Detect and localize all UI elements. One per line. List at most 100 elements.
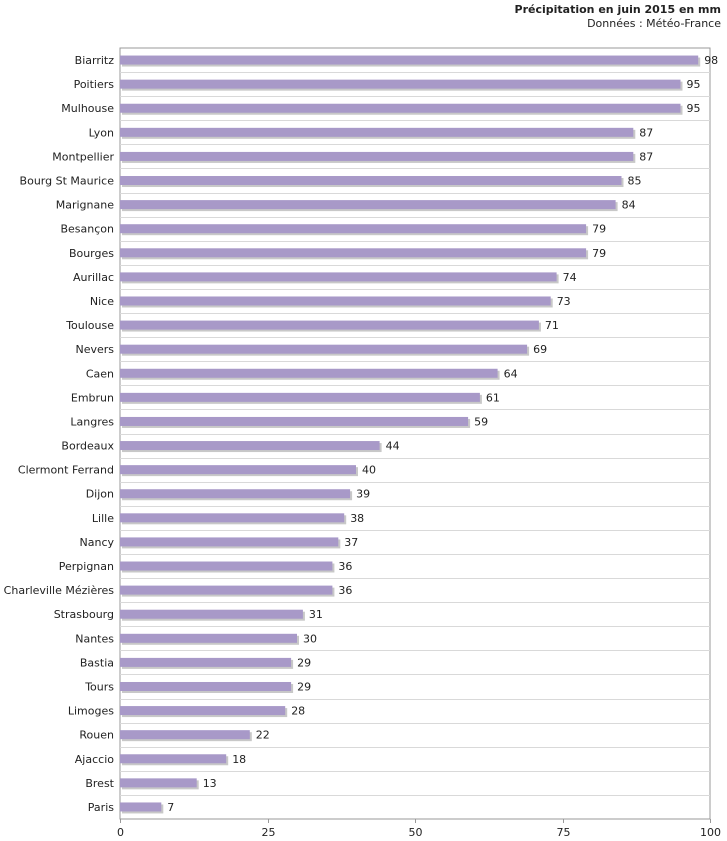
- bar: [120, 392, 480, 402]
- category-label: Brest: [85, 777, 114, 790]
- chart-subtitle: Données : Météo-France: [587, 17, 721, 30]
- category-label: Mulhouse: [61, 102, 114, 115]
- value-label: 85: [628, 175, 642, 188]
- value-label: 30: [303, 632, 317, 645]
- value-label: 64: [504, 367, 518, 380]
- value-label: 87: [639, 126, 653, 139]
- bar: [120, 248, 587, 258]
- value-label: 13: [203, 777, 217, 790]
- bar: [120, 176, 622, 186]
- bar: [120, 200, 616, 210]
- bar: [120, 657, 292, 667]
- x-tick-label: 25: [262, 826, 276, 839]
- category-label: Lyon: [89, 126, 114, 139]
- bar: [120, 79, 681, 89]
- category-label: Ajaccio: [75, 753, 114, 766]
- category-label: Limoges: [68, 705, 114, 718]
- bar: [120, 681, 292, 691]
- bar: [120, 537, 339, 547]
- x-tick-label: 50: [409, 826, 423, 839]
- category-label: Bourges: [69, 247, 114, 260]
- value-label: 7: [167, 801, 174, 814]
- category-label: Aurillac: [73, 271, 114, 284]
- value-label: 73: [557, 295, 571, 308]
- value-label: 39: [356, 488, 370, 501]
- bar: [120, 778, 197, 788]
- bar: [120, 344, 528, 354]
- value-label: 28: [291, 705, 305, 718]
- value-label: 95: [687, 102, 701, 115]
- category-label: Toulouse: [65, 319, 114, 332]
- value-label: 29: [297, 680, 311, 693]
- bar: [120, 489, 351, 499]
- value-label: 22: [256, 729, 270, 742]
- value-label: 29: [297, 656, 311, 669]
- x-tick-label: 0: [117, 826, 124, 839]
- value-label: 37: [344, 536, 358, 549]
- bar: [120, 103, 681, 113]
- bar: [120, 802, 162, 812]
- bar: [120, 224, 587, 234]
- value-label: 61: [486, 391, 500, 404]
- category-label: Caen: [86, 367, 114, 380]
- bar: [120, 633, 297, 643]
- bar: [120, 416, 469, 426]
- category-label: Bordeaux: [61, 440, 114, 453]
- value-label: 36: [338, 560, 352, 573]
- value-label: 79: [592, 247, 606, 260]
- value-label: 95: [687, 78, 701, 91]
- bar: [120, 368, 498, 378]
- value-label: 79: [592, 223, 606, 236]
- plot-border: [119, 47, 711, 820]
- value-label: 40: [362, 464, 376, 477]
- value-label: 31: [309, 608, 323, 621]
- category-label: Poitiers: [74, 78, 115, 91]
- x-tick-label: 75: [557, 826, 571, 839]
- category-label: Marignane: [56, 199, 114, 212]
- labels: 0 25 50 75 100 Biarritz 98 Poitiers 95 Mulhouse 95…: [4, 54, 721, 839]
- category-label: Nice: [90, 295, 114, 308]
- category-label: Strasbourg: [54, 608, 114, 621]
- value-label: 69: [533, 343, 547, 356]
- category-label: Lille: [92, 512, 114, 525]
- bar: [120, 754, 227, 764]
- bar: [120, 585, 333, 595]
- chart-title: Précipitation en juin 2015 en mm: [514, 3, 721, 16]
- category-label: Nancy: [80, 536, 115, 549]
- value-label: 71: [545, 319, 559, 332]
- value-label: 74: [563, 271, 577, 284]
- category-label: Bourg St Maurice: [20, 175, 115, 188]
- grid-lines: [119, 47, 711, 823]
- bars: [120, 55, 701, 814]
- category-label: Clermont Ferrand: [18, 464, 114, 477]
- bar: [120, 127, 634, 137]
- value-label: 36: [338, 584, 352, 597]
- category-label: Embrun: [71, 391, 114, 404]
- value-label: 87: [639, 150, 653, 163]
- bar: [120, 609, 303, 619]
- value-label: 59: [474, 415, 488, 428]
- category-label: Nevers: [75, 343, 114, 356]
- bar: [120, 151, 634, 161]
- category-label: Montpellier: [52, 150, 114, 163]
- category-label: Nantes: [75, 632, 114, 645]
- category-label: Perpignan: [59, 560, 114, 573]
- bar: [120, 513, 345, 523]
- category-label: Biarritz: [75, 54, 115, 67]
- category-label: Paris: [88, 801, 114, 814]
- bar: [120, 272, 557, 282]
- value-label: 44: [386, 440, 400, 453]
- category-label: Langres: [70, 415, 114, 428]
- bar: [120, 320, 539, 330]
- bar: [120, 730, 250, 740]
- category-label: Tours: [84, 680, 114, 693]
- value-label: 18: [232, 753, 246, 766]
- category-label: Rouen: [79, 729, 114, 742]
- bar: [120, 706, 286, 716]
- value-label: 98: [704, 54, 718, 67]
- x-tick-label: 100: [700, 826, 721, 839]
- bar: [120, 441, 380, 451]
- category-label: Besançon: [60, 223, 114, 236]
- value-label: 84: [622, 199, 636, 212]
